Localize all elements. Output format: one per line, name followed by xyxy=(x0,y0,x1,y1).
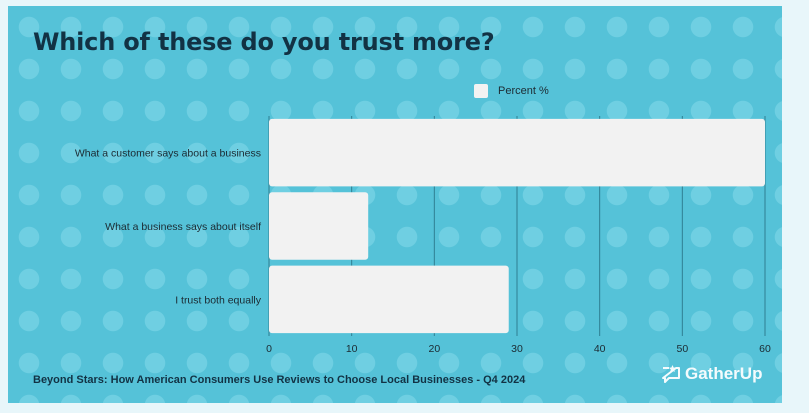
category-label-3: I trust both equally xyxy=(175,294,262,306)
bar-chart: What a customer says about a business Wha… xyxy=(75,116,771,355)
x-tick-label-20: 20 xyxy=(428,343,440,355)
speech-star-icon xyxy=(662,365,680,383)
gatherup-logo: GatherUp xyxy=(660,364,762,384)
bar-2 xyxy=(269,192,369,260)
legend: Percent % xyxy=(474,84,549,98)
legend-label: Percent % xyxy=(498,85,549,97)
chart-card: Which of these do you trust more? Percen… xyxy=(8,6,782,403)
x-tick-label-10: 10 xyxy=(346,343,358,355)
x-tick-label-0: 0 xyxy=(266,343,272,355)
legend-swatch xyxy=(474,84,488,98)
x-tick-label-60: 60 xyxy=(759,343,771,355)
bar-1 xyxy=(269,118,765,187)
x-tick-label-30: 30 xyxy=(511,343,523,355)
bar-3 xyxy=(269,265,509,334)
x-tick-label-40: 40 xyxy=(594,343,606,355)
chart-title: Which of these do you trust more? xyxy=(33,28,495,56)
brand-name: GatherUp xyxy=(685,364,763,383)
category-label-2: What a business says about itself xyxy=(105,221,261,233)
x-tick-label-50: 50 xyxy=(676,343,688,355)
category-label-1: What a customer says about a business xyxy=(75,148,261,160)
source-caption: Beyond Stars: How American Consumers Use… xyxy=(33,374,526,386)
